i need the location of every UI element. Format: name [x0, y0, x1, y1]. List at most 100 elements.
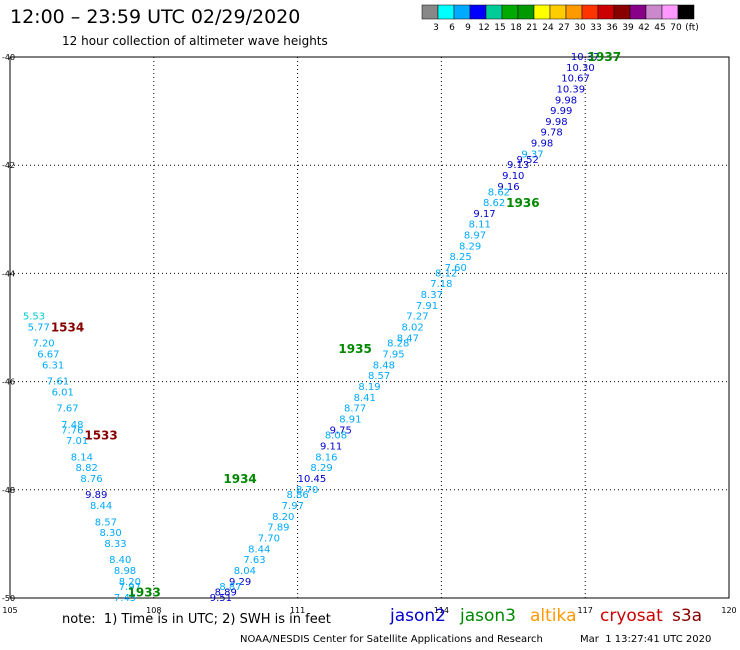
plot-frame — [9, 56, 730, 599]
x-tick-label: 120 — [721, 606, 736, 615]
wave-height-value: 8.86 — [286, 490, 308, 501]
track-time-label: 1933 — [128, 586, 161, 600]
color-scale-swatch — [565, 4, 583, 20]
track-time-label: 1935 — [338, 342, 371, 356]
wave-height-value: 5.53 — [23, 312, 45, 323]
wave-height-value: 9.98 — [531, 139, 553, 150]
color-scale-swatch — [549, 4, 567, 20]
color-scale-swatch — [517, 4, 535, 20]
wave-height-value: 8.12 — [435, 268, 457, 279]
track-time-label: 1934 — [223, 472, 256, 486]
color-scale-label: 9 — [465, 23, 471, 33]
color-scale-label: 42 — [638, 23, 649, 33]
x-tick-label: 111 — [290, 606, 305, 615]
color-scale-swatch — [581, 4, 599, 20]
wave-height-value: 8.44 — [90, 501, 112, 512]
y-tick-label: -50 — [2, 594, 15, 603]
color-scale-swatch — [533, 4, 551, 20]
color-scale-label: 36 — [606, 23, 618, 33]
chart-subtitle: 12 hour collection of altimeter wave hei… — [62, 34, 328, 48]
wave-height-value: 8.97 — [464, 231, 486, 242]
wave-height-value: 8.28 — [387, 339, 409, 350]
wave-height-value: 10.30 — [566, 63, 595, 74]
wave-height-value: 6.01 — [52, 387, 74, 398]
wave-height-value: 8.47 — [397, 333, 419, 344]
wave-height-value: 10.45 — [298, 474, 327, 485]
wave-height-value: 7.18 — [430, 279, 452, 290]
wave-height-value: 8.62 — [483, 198, 505, 209]
wave-height-value: 9.37 — [521, 149, 543, 160]
footer-credit: NOAA/NESDIS Center for Satellite Applica… — [240, 634, 543, 645]
wave-height-value: 8.29 — [310, 463, 332, 474]
legend-cryosat: cryosat — [600, 606, 663, 626]
wave-height-value: 9.98 — [545, 117, 567, 128]
footer-timestamp: Mar 1 13:27:41 UTC 2020 — [580, 634, 712, 645]
y-tick-label: -48 — [2, 486, 15, 495]
wave-height-value: 7.91 — [416, 301, 438, 312]
color-scale-label: 21 — [526, 23, 537, 33]
wave-height-value: 7.01 — [66, 436, 88, 447]
wave-height-value: 8.48 — [373, 360, 395, 371]
wave-height-value: 7.95 — [382, 350, 404, 361]
wave-height-value: 8.82 — [76, 463, 98, 474]
legend-s3a: s3a — [672, 606, 703, 626]
color-scale-swatch — [437, 4, 455, 20]
wave-height-value: 8.62 — [488, 187, 510, 198]
color-scale-label: 30 — [574, 23, 586, 33]
wave-height-value: 8.98 — [114, 566, 136, 577]
color-scale-swatch — [469, 4, 487, 20]
wave-height-value: 9.99 — [550, 106, 572, 117]
wave-height-value: 9.17 — [473, 209, 495, 220]
wave-height-value: 7.45 — [114, 593, 136, 604]
chart-title: 12:00 – 23:59 UTC 02/29/2020 — [10, 6, 301, 28]
wave-height-value: 8.19 — [358, 382, 380, 393]
wave-height-value: 7.97 — [119, 582, 141, 593]
wave-height-value: 7.76 — [61, 425, 83, 436]
wave-height-value: 8.89 — [215, 588, 237, 599]
wave-height-value: 6.67 — [37, 350, 59, 361]
wave-height-value: 8.57 — [368, 371, 390, 382]
wave-height-value: 8.20 — [272, 512, 294, 523]
wave-height-value: 8.70 — [296, 485, 318, 496]
color-scale-swatch — [501, 4, 519, 20]
x-tick-label: 114 — [434, 606, 449, 615]
track-time-label: 1937 — [588, 50, 621, 64]
color-scale-label: 3 — [433, 23, 439, 33]
wave-height-value: 8.29 — [459, 241, 481, 252]
track-time-label: 1936 — [506, 196, 539, 210]
color-scale-swatch — [453, 4, 471, 20]
wave-height-value: 8.25 — [449, 252, 471, 263]
wave-height-value: 8.57 — [95, 517, 117, 528]
wave-height-value: 7.60 — [445, 263, 467, 274]
wave-height-value: 8.16 — [315, 452, 337, 463]
color-scale-swatch — [645, 4, 663, 20]
color-scale-swatch — [629, 4, 647, 20]
color-scale-label: 39 — [622, 23, 634, 33]
wave-height-value: 9.29 — [229, 577, 251, 588]
track-time-label: 1534 — [51, 321, 84, 335]
wave-height-value: 9.52 — [517, 155, 539, 166]
wave-height-value: 8.41 — [354, 393, 376, 404]
wave-height-value: 10.37 — [571, 52, 600, 63]
wave-height-value: 8.37 — [421, 290, 443, 301]
wave-height-value: 8.08 — [325, 431, 347, 442]
color-scale-label: 18 — [510, 23, 522, 33]
wave-height-value: 8.11 — [469, 220, 491, 231]
y-tick-label: -46 — [2, 378, 15, 387]
wave-height-value: 8.40 — [109, 555, 131, 566]
wave-height-value: 8.91 — [339, 414, 361, 425]
wave-height-value: 9.75 — [330, 425, 352, 436]
wave-height-value: 7.27 — [406, 312, 428, 323]
track-time-label: 1533 — [84, 429, 117, 443]
wave-height-value: 8.77 — [344, 404, 366, 415]
wave-height-value: 7.61 — [47, 377, 69, 388]
footer-note: note: 1) Time is in UTC; 2) SWH is in fe… — [62, 612, 331, 627]
wave-height-value: 8.30 — [100, 528, 122, 539]
color-scale-label: 33 — [590, 23, 601, 33]
y-tick-label: -40 — [2, 53, 15, 62]
color-scale-swatch — [613, 4, 631, 20]
wave-height-value: 9.98 — [555, 95, 577, 106]
color-scale-swatch — [661, 4, 679, 20]
color-scale-label: (ft) — [685, 23, 699, 33]
